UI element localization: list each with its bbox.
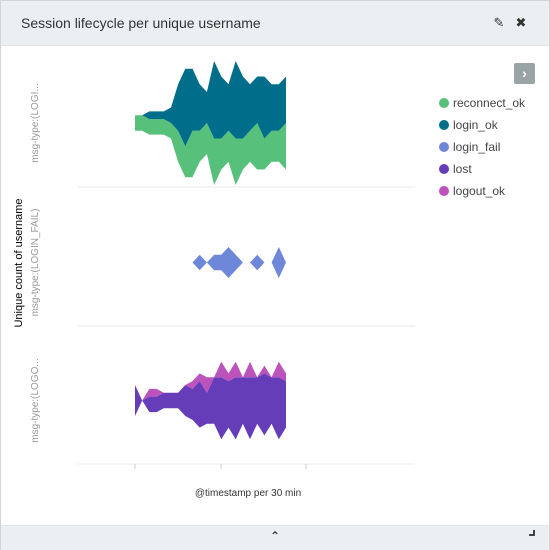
legend-label: lost xyxy=(453,162,472,176)
row-label: msg-type:(LOGI... xyxy=(30,83,41,162)
row-label: msg-type:(LOGO... xyxy=(30,358,41,442)
resize-handle-icon[interactable] xyxy=(529,530,535,536)
area-logout_ok[interactable] xyxy=(135,361,286,401)
pencil-icon[interactable]: ✎ xyxy=(493,15,505,30)
area-login_fail[interactable] xyxy=(135,247,286,278)
y-axis-label: Unique count of username xyxy=(13,198,25,327)
legend-dot-icon xyxy=(439,164,449,174)
area-reconnect_ok[interactable] xyxy=(135,115,286,185)
legend-label: login_ok xyxy=(453,118,498,132)
area-login_ok[interactable] xyxy=(135,61,286,147)
panel-title: Session lifecycle per unique username xyxy=(21,15,261,31)
row-label: msg-type:(LOGIN_FAIL) xyxy=(30,209,41,317)
legend-label: reconnect_ok xyxy=(453,96,526,110)
legend-label: login_fail xyxy=(453,140,501,154)
panel-footer: ⌃ xyxy=(1,525,549,550)
legend-dot-icon xyxy=(439,98,449,108)
legend-dot-icon xyxy=(439,186,449,196)
x-axis-label: @timestamp per 30 min xyxy=(195,488,301,499)
chevron-up-icon[interactable]: ⌃ xyxy=(269,529,281,543)
legend-label: logout_ok xyxy=(453,184,506,198)
close-icon[interactable]: ✖ xyxy=(515,15,527,30)
legend-dot-icon xyxy=(439,120,449,130)
area-lost[interactable] xyxy=(135,373,286,440)
legend-dot-icon xyxy=(439,142,449,152)
panel-header: Session lifecycle per unique username ✎ … xyxy=(1,1,549,46)
chevron-right-icon[interactable]: › xyxy=(514,63,535,84)
